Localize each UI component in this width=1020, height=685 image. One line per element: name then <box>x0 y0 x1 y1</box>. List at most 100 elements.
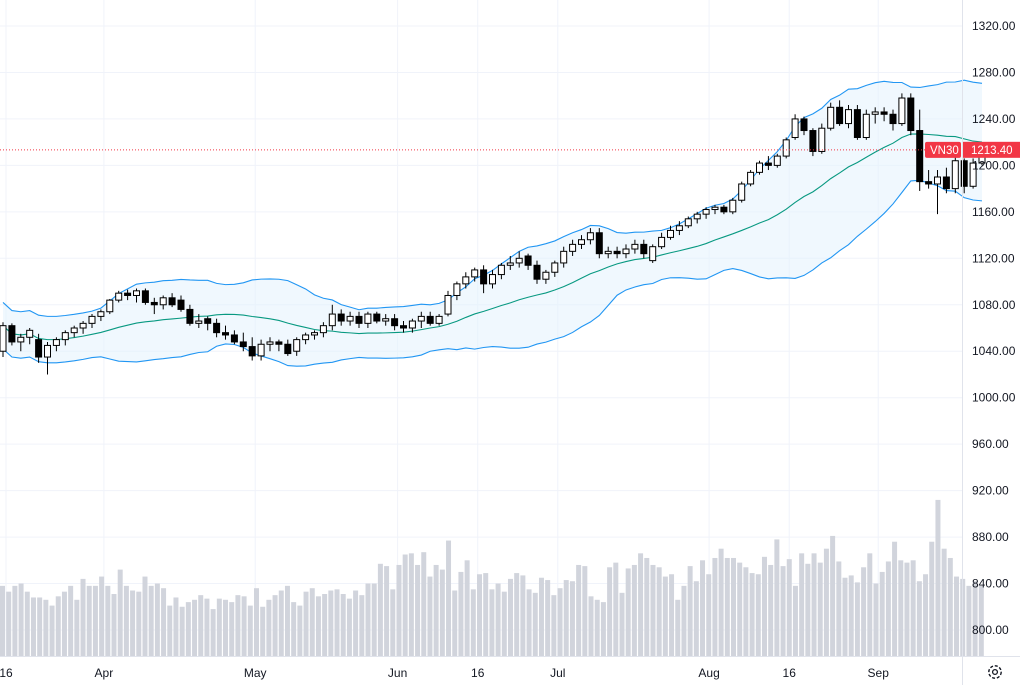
y-tick-label: 1080.00 <box>972 298 1016 312</box>
candle-body <box>311 332 318 336</box>
volume-bar <box>576 564 582 656</box>
volume-bar <box>284 585 290 656</box>
volume-bar <box>842 577 848 656</box>
candle-body <box>382 318 390 322</box>
candle <box>355 311 363 328</box>
candle-body <box>969 162 977 187</box>
candle-body <box>836 106 844 125</box>
volume-bar <box>415 564 421 656</box>
volume-bar <box>520 575 526 656</box>
x-tick-label: Aug <box>698 666 719 680</box>
candle-body <box>52 339 60 346</box>
candle <box>97 309 105 322</box>
volume-bar <box>619 592 625 656</box>
volume-bar <box>947 557 953 656</box>
candle <box>346 311 354 326</box>
candle-body <box>186 308 194 324</box>
candle-body <box>818 127 826 152</box>
volume-bar <box>669 574 675 656</box>
x-tick-label: 16 <box>783 666 797 680</box>
candle <box>667 225 674 240</box>
volume-bar <box>309 588 315 656</box>
candle <box>275 339 283 352</box>
x-axis-ticks[interactable]: 16 Apr May Jun 16 Jul Aug 16 Sep <box>0 666 889 680</box>
candle-body <box>747 171 755 185</box>
candle <box>391 314 399 331</box>
volume-bar <box>848 575 854 656</box>
candle <box>631 239 639 254</box>
volume-bar <box>792 585 798 656</box>
candle-body <box>168 297 176 306</box>
volume-bar <box>365 583 371 656</box>
candle <box>0 322 7 358</box>
candle-body <box>302 334 310 341</box>
candle-body <box>506 262 514 266</box>
volume-bar <box>30 597 36 656</box>
candle-body <box>551 262 559 273</box>
volume-bars <box>0 499 984 656</box>
candle <box>337 309 345 326</box>
last-price-label: 1213.40 <box>971 145 1013 157</box>
candle-body <box>106 299 114 313</box>
candle <box>622 244 630 259</box>
volume-bar <box>92 585 98 656</box>
price-tags: VN30 1213.40 <box>925 141 1020 158</box>
candle <box>435 314 443 326</box>
candle-body <box>248 346 256 357</box>
chart-settings-button[interactable] <box>984 661 1006 683</box>
volume-bar <box>198 595 204 656</box>
volume-bar <box>421 552 427 656</box>
volume-bar <box>464 560 470 656</box>
volume-bar <box>179 606 185 656</box>
y-tick-label: 1280.00 <box>972 65 1016 79</box>
candle-body <box>17 336 25 343</box>
candle <box>675 221 683 236</box>
volume-bar <box>811 553 817 656</box>
candle-body <box>791 118 799 139</box>
candle-body <box>35 339 43 358</box>
candle-body <box>756 162 763 173</box>
candle-body <box>925 181 933 185</box>
candle-body <box>738 183 746 201</box>
volume-bar <box>346 598 352 656</box>
candle <box>871 107 879 124</box>
candle-body <box>578 239 585 245</box>
volume-bar <box>18 583 24 656</box>
candle <box>942 167 950 194</box>
candle-body <box>951 160 959 190</box>
candle-body <box>159 297 167 306</box>
volume-bar <box>43 599 49 656</box>
volume-bar <box>935 499 941 656</box>
y-axis-ticks[interactable]: 1320.00 1280.00 1240.00 1200.00 1160.00 1120.… <box>972 19 1016 637</box>
candle <box>907 93 915 136</box>
candle <box>311 330 318 340</box>
candle-body <box>907 97 915 132</box>
candle-body <box>702 209 710 215</box>
candle <box>889 109 897 131</box>
volume-bar <box>768 564 774 656</box>
volume-bar <box>656 567 662 656</box>
candle-body <box>640 243 648 255</box>
candle-body <box>328 313 336 327</box>
candle <box>141 288 149 305</box>
volume-bar <box>483 573 489 656</box>
volume-bar <box>978 585 984 656</box>
candle <box>684 216 692 229</box>
candle <box>400 321 407 333</box>
volume-bar <box>625 568 631 656</box>
candle-body <box>355 315 363 324</box>
volume-bar <box>260 606 266 656</box>
volume-bar <box>192 599 198 656</box>
candle-body <box>729 199 737 213</box>
candle <box>257 339 265 361</box>
candle <box>195 314 203 328</box>
candle <box>764 156 772 171</box>
volume-bar <box>477 574 483 656</box>
volume-bar <box>495 583 501 656</box>
volume-bar <box>12 585 18 656</box>
volume-bar <box>861 567 867 656</box>
candle-body <box>693 213 701 220</box>
candle <box>8 323 16 346</box>
candle-body <box>773 155 781 166</box>
